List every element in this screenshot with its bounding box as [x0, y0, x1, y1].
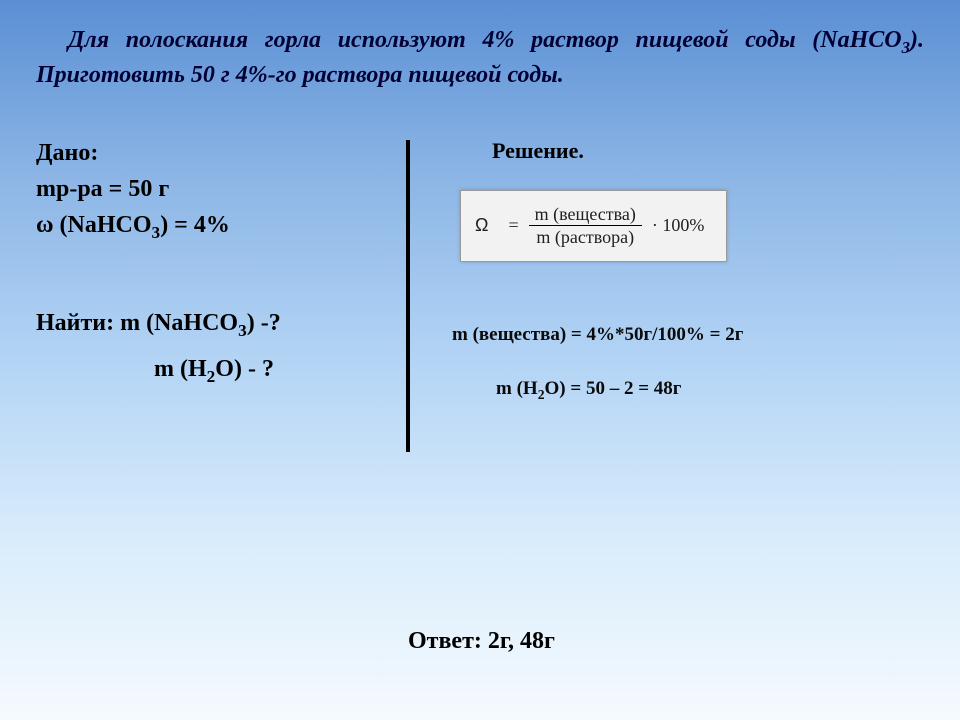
find-row-2: m (H2O) - ? — [36, 347, 376, 393]
find-row-1: Найти: m (NaHCO3) -? — [36, 301, 376, 347]
given-omega-sub: 3 — [152, 223, 161, 242]
fraction-denominator: m (раствора) — [530, 226, 640, 249]
two-column-layout: Дано: mр-ра = 50 г ω (NaHCO3) = 4% Найти… — [36, 136, 924, 403]
calc2-suffix: O) = 50 – 2 = 48г — [545, 378, 682, 399]
find-1-sub: 3 — [238, 321, 247, 340]
times-hundred: · 100% — [652, 215, 705, 236]
calc2-sub: 2 — [538, 387, 545, 402]
problem-sub: 3 — [902, 38, 910, 57]
left-column: Дано: mр-ра = 50 г ω (NaHCO3) = 4% Найти… — [36, 136, 396, 403]
find-2-sub: 2 — [207, 367, 216, 386]
given-row-omega: ω (NaHCO3) = 4% — [36, 208, 376, 245]
given-omega-prefix: ω (NaHCO — [36, 212, 152, 238]
find-1-suffix: ) -? — [247, 310, 281, 336]
find-1-prefix: m (NaHCO — [120, 310, 238, 336]
problem-statement: Для полоскания горла используют 4% раств… — [36, 24, 924, 92]
fraction-numerator: m (вещества) — [529, 203, 642, 226]
vertical-divider — [406, 140, 410, 452]
formula-row: Ω = m (вещества) m (раствора) · 100% — [475, 203, 704, 249]
find-title: Найти: — [36, 310, 114, 336]
find-block: Найти: m (NaHCO3) -? m (H2O) - ? — [36, 301, 376, 393]
calc-line-1: m (вещества) = 4%*50г/100% = 2г — [452, 324, 924, 346]
calc2-prefix: m (H — [496, 378, 538, 399]
equals-symbol: = — [508, 215, 518, 236]
answer-line: Ответ: 2г, 48г — [408, 628, 555, 655]
omega-symbol: Ω — [475, 215, 488, 236]
given-title: Дано: — [36, 136, 376, 170]
given-block: Дано: mр-ра = 50 г ω (NaHCO3) = 4% — [36, 136, 376, 245]
given-row-mass: mр-ра = 50 г — [36, 172, 376, 206]
find-2-prefix: m (H — [154, 356, 207, 382]
solution-title: Решение. — [492, 138, 924, 164]
right-column: Решение. Ω = m (вещества) m (раствора) ·… — [452, 136, 924, 403]
fraction: m (вещества) m (раствора) — [529, 203, 642, 249]
find-2-suffix: O) - ? — [215, 356, 274, 382]
problem-text-prefix: Для полоскания горла используют 4% раств… — [68, 27, 902, 53]
calc-line-2: m (H2O) = 50 – 2 = 48г — [496, 378, 924, 403]
given-omega-suffix: ) = 4% — [160, 212, 230, 238]
slide-root: Для полоскания горла используют 4% раств… — [0, 0, 960, 720]
formula-box: Ω = m (вещества) m (раствора) · 100% — [460, 190, 727, 262]
